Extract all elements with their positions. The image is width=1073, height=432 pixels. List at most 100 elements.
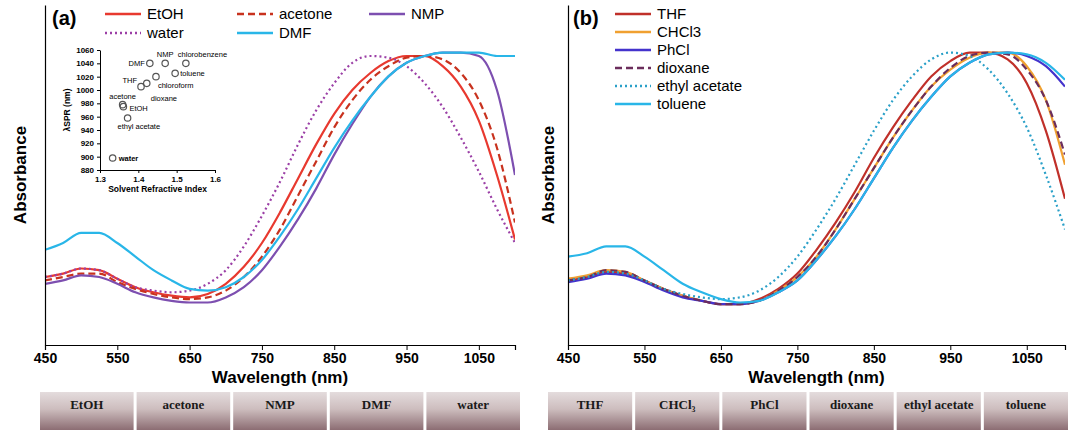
tick-label: 1040 <box>76 59 94 68</box>
point-label: NMP <box>157 50 174 59</box>
data-point <box>147 60 153 66</box>
spectrum-line <box>568 53 1065 300</box>
tick: 980 <box>81 99 100 108</box>
spectrum-line <box>45 56 515 299</box>
tick: 850 <box>323 345 347 366</box>
y-axis-title: Absorbance <box>539 126 558 224</box>
point-label: ethyl acetate <box>118 122 161 131</box>
legend: THFCHCl3PhCldioxaneethyl acetatetoluene <box>615 5 742 112</box>
inset: 1.31.41.51.68809009209409609801000102010… <box>62 46 227 194</box>
tick: 1020 <box>76 73 100 82</box>
panel-letter: (b) <box>573 7 599 29</box>
legend-item: DMF <box>237 24 312 41</box>
spectrum-line <box>45 56 515 297</box>
plot-area <box>568 53 1065 305</box>
tick: 550 <box>633 345 657 366</box>
data-point <box>119 101 125 107</box>
tick-label: 550 <box>633 350 657 366</box>
data-point <box>153 73 159 79</box>
legend-item: toluene <box>615 95 706 112</box>
legend-item: acetone <box>237 5 332 22</box>
photo-strip: THFCHCl₃PhCldioxaneethyl acetatetoluene <box>548 392 1068 430</box>
legend-label: dioxane <box>657 59 710 76</box>
vial-label: toluene <box>1006 397 1047 412</box>
tick: 1.6 <box>210 170 222 184</box>
tick-label: 1050 <box>464 350 495 366</box>
vial-photo <box>897 392 981 430</box>
tick-mark <box>97 143 100 144</box>
tick-label: 1000 <box>76 86 94 95</box>
tick-label: 850 <box>863 350 887 366</box>
point-label: toluene <box>180 69 205 78</box>
spectrum-line <box>568 53 1065 305</box>
tick-mark <box>215 170 216 173</box>
tick-label: 450 <box>34 350 58 366</box>
tick: 750 <box>786 345 810 366</box>
x-axis: 1.31.41.51.6 <box>95 170 222 184</box>
tick-label: 940 <box>81 126 95 135</box>
spectrum-line <box>45 56 515 292</box>
vial-photo <box>548 392 632 430</box>
legend-label: ethyl acetate <box>657 77 742 94</box>
tick: 1.3 <box>95 170 107 184</box>
tick-mark <box>97 63 100 64</box>
tick: 1060 <box>76 46 100 55</box>
tick-label: 1.6 <box>210 175 222 184</box>
point-label: DMF <box>129 59 146 68</box>
legend-swatch <box>105 13 141 15</box>
point-label: chloroform <box>158 81 193 90</box>
legend-swatch <box>615 67 651 69</box>
legend-swatch <box>615 31 651 33</box>
spectrum-line <box>568 53 1065 303</box>
tick-mark <box>97 130 100 131</box>
legend-swatch <box>237 13 273 15</box>
tick: 1050 <box>464 345 495 366</box>
axis-line <box>100 51 101 171</box>
tick-label: 650 <box>710 350 734 366</box>
data-point <box>124 115 130 121</box>
tick-mark <box>97 157 100 158</box>
legend-item: water <box>105 24 184 41</box>
vial-photo <box>722 392 806 430</box>
legend-swatch <box>237 32 273 34</box>
legend-swatch <box>615 103 651 105</box>
figure: 4505506507508509501050Wavelength (nm)Abs… <box>0 0 1073 432</box>
panel-letter: (a) <box>52 7 76 29</box>
tick-label: 850 <box>323 350 347 366</box>
tick-label: 920 <box>81 139 95 148</box>
legend-item: CHCl3 <box>615 23 701 40</box>
spectrum-line <box>45 53 515 291</box>
legend-item: THF <box>615 5 686 22</box>
tick-mark <box>97 50 100 51</box>
tick-label: 450 <box>557 350 581 366</box>
vial-photo <box>810 392 894 430</box>
vial-label: EtOH <box>70 397 103 412</box>
tick-mark <box>97 117 100 118</box>
tick: 650 <box>178 345 202 366</box>
spectrum-line <box>45 53 515 303</box>
tick: 1000 <box>76 86 100 95</box>
tick: 650 <box>710 345 734 366</box>
tick: 940 <box>81 126 100 135</box>
tick-mark <box>177 170 178 173</box>
tick: 1050 <box>1012 345 1043 366</box>
vial-photo <box>40 392 134 430</box>
tick-mark <box>138 170 139 173</box>
legend-item: EtOH <box>105 5 184 22</box>
tick-label: 650 <box>178 350 202 366</box>
vial-photo <box>330 392 424 430</box>
tick: 920 <box>81 139 100 148</box>
point-label: water <box>118 154 139 163</box>
x-axis: 4505506507508509501050 <box>557 345 1066 366</box>
data-point <box>183 60 189 66</box>
x-axis-title: Wavelength (nm) <box>212 368 348 387</box>
tick-mark <box>97 170 100 171</box>
vial-label: water <box>457 397 489 412</box>
tick: 1040 <box>76 59 100 68</box>
spectrum-line <box>568 53 1065 305</box>
legend-label: PhCl <box>657 41 690 58</box>
tick: 900 <box>81 153 100 162</box>
y-axis <box>45 6 46 346</box>
tick: 960 <box>81 113 100 122</box>
point-label: THF <box>122 76 137 85</box>
